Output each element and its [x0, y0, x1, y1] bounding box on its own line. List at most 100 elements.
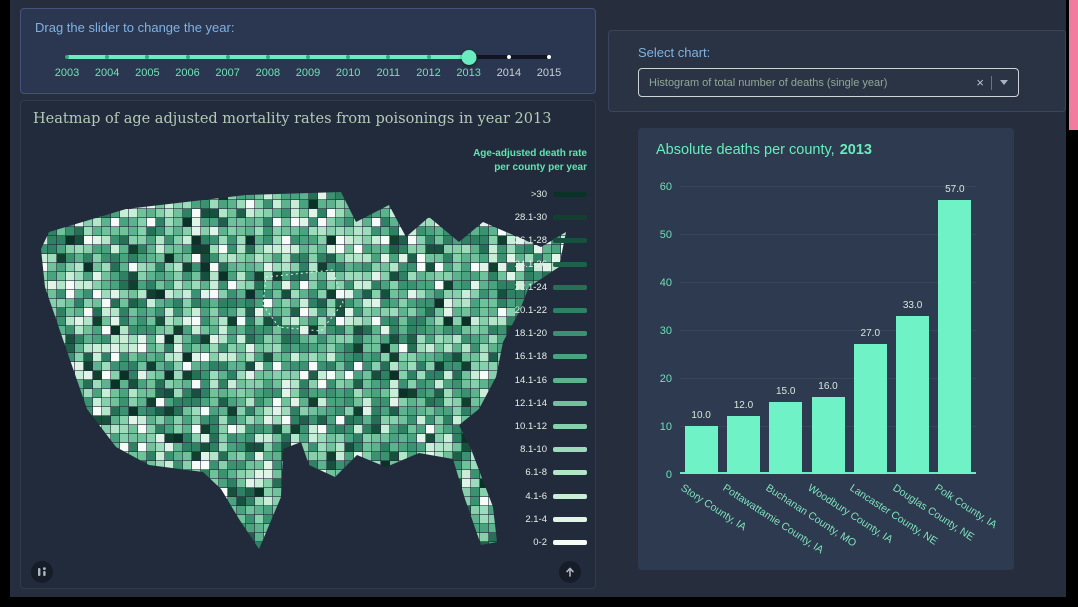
county-cell[interactable]	[120, 470, 129, 479]
county-cell[interactable]	[444, 218, 453, 227]
county-cell[interactable]	[129, 362, 138, 371]
county-cell[interactable]	[57, 488, 66, 497]
county-cell[interactable]	[507, 560, 515, 568]
county-cell[interactable]	[300, 560, 308, 568]
county-cell[interactable]	[174, 263, 183, 272]
county-cell[interactable]	[588, 146, 596, 154]
county-cell[interactable]	[291, 182, 299, 190]
county-cell[interactable]	[84, 497, 93, 506]
county-cell[interactable]	[345, 173, 353, 181]
county-cell[interactable]	[219, 560, 227, 568]
county-cell[interactable]	[75, 407, 84, 416]
county-cell[interactable]	[84, 560, 92, 568]
county-cell[interactable]	[300, 479, 309, 488]
county-cell[interactable]	[66, 389, 75, 398]
county-cell[interactable]	[327, 506, 336, 515]
county-cell[interactable]	[462, 452, 471, 461]
county-cell[interactable]	[129, 245, 138, 254]
county-cell[interactable]	[435, 137, 443, 145]
county-cell[interactable]	[417, 506, 426, 515]
county-cell[interactable]	[165, 137, 173, 145]
county-cell[interactable]	[444, 542, 453, 550]
county-cell[interactable]	[129, 263, 138, 272]
county-cell[interactable]	[435, 407, 444, 416]
county-cell[interactable]	[129, 569, 137, 577]
county-cell[interactable]	[57, 560, 65, 568]
county-cell[interactable]	[237, 488, 246, 497]
county-cell[interactable]	[147, 155, 155, 163]
county-cell[interactable]	[246, 200, 255, 209]
county-cell[interactable]	[561, 137, 569, 145]
county-cell[interactable]	[147, 263, 156, 272]
county-cell[interactable]	[111, 569, 119, 577]
county-cell[interactable]	[84, 191, 93, 200]
county-cell[interactable]	[21, 137, 29, 145]
county-cell[interactable]	[183, 551, 191, 559]
county-cell[interactable]	[264, 200, 273, 209]
county-cell[interactable]	[48, 452, 57, 461]
county-cell[interactable]	[165, 533, 174, 542]
county-cell[interactable]	[237, 461, 246, 470]
county-cell[interactable]	[435, 443, 444, 452]
county-cell[interactable]	[453, 308, 462, 317]
county-cell[interactable]	[174, 182, 182, 190]
county-cell[interactable]	[102, 398, 111, 407]
county-cell[interactable]	[30, 479, 38, 487]
county-cell[interactable]	[93, 488, 102, 497]
county-cell[interactable]	[219, 227, 228, 236]
slider-year-label[interactable]: 2007	[215, 67, 240, 79]
county-cell[interactable]	[210, 263, 219, 272]
county-cell[interactable]	[399, 155, 407, 163]
county-cell[interactable]	[309, 443, 318, 452]
county-cell[interactable]	[417, 497, 426, 506]
county-cell[interactable]	[165, 308, 174, 317]
county-cell[interactable]	[21, 200, 29, 208]
county-cell[interactable]	[363, 407, 372, 416]
county-cell[interactable]	[282, 479, 291, 488]
county-cell[interactable]	[174, 416, 183, 425]
county-cell[interactable]	[183, 200, 192, 209]
county-cell[interactable]	[219, 371, 228, 380]
county-cell[interactable]	[57, 236, 66, 245]
county-cell[interactable]	[129, 542, 138, 550]
county-cell[interactable]	[111, 308, 120, 317]
county-cell[interactable]	[453, 398, 462, 407]
county-cell[interactable]	[75, 245, 84, 254]
county-cell[interactable]	[102, 551, 110, 559]
county-cell[interactable]	[300, 335, 309, 344]
county-cell[interactable]	[237, 281, 246, 290]
county-cell[interactable]	[408, 461, 417, 470]
county-cell[interactable]	[309, 389, 318, 398]
county-cell[interactable]	[516, 137, 524, 145]
county-cell[interactable]	[435, 353, 444, 362]
county-cell[interactable]	[120, 299, 129, 308]
county-cell[interactable]	[588, 155, 596, 163]
county-cell[interactable]	[336, 425, 345, 434]
county-cell[interactable]	[174, 272, 183, 281]
county-cell[interactable]	[66, 434, 75, 443]
county-cell[interactable]	[462, 578, 470, 582]
county-cell[interactable]	[408, 227, 417, 236]
county-cell[interactable]	[444, 398, 453, 407]
county-cell[interactable]	[30, 371, 38, 379]
county-cell[interactable]	[255, 506, 264, 515]
slider-year-label[interactable]: 2014	[496, 67, 522, 79]
county-cell[interactable]	[336, 542, 345, 550]
county-cell[interactable]	[417, 398, 426, 407]
county-cell[interactable]	[156, 263, 165, 272]
county-cell[interactable]	[282, 506, 291, 515]
county-cell[interactable]	[426, 389, 435, 398]
county-cell[interactable]	[39, 236, 48, 245]
county-cell[interactable]	[498, 308, 507, 317]
county-cell[interactable]	[237, 317, 246, 326]
county-cell[interactable]	[228, 182, 236, 190]
county-cell[interactable]	[354, 299, 363, 308]
county-cell[interactable]	[138, 470, 147, 479]
county-cell[interactable]	[435, 254, 444, 263]
county-cell[interactable]	[282, 461, 291, 470]
county-cell[interactable]	[138, 452, 147, 461]
county-cell[interactable]	[21, 236, 29, 244]
county-cell[interactable]	[147, 560, 155, 568]
county-cell[interactable]	[66, 416, 75, 425]
county-cell[interactable]	[48, 308, 57, 317]
